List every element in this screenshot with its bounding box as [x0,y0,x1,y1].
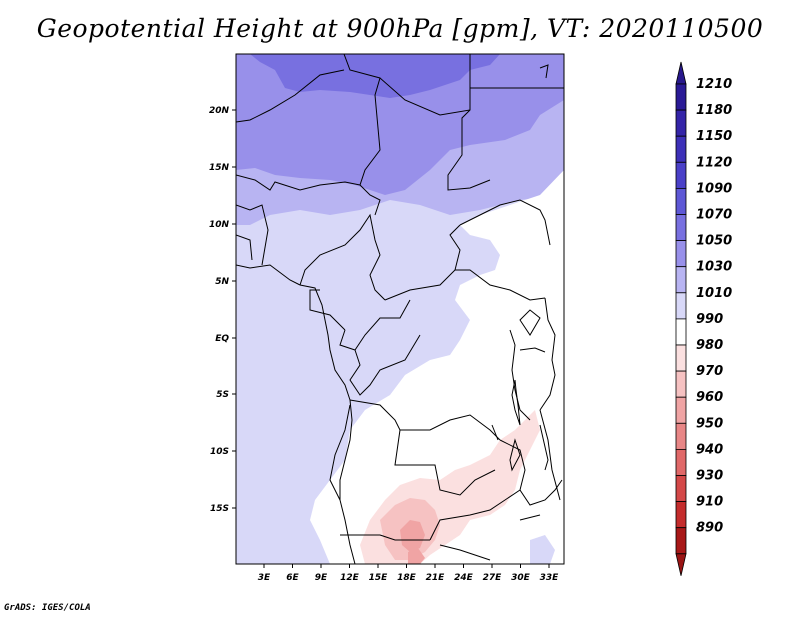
colorbar-swatch [675,501,687,529]
country-borders [236,54,564,564]
lat-label: 10N [209,220,230,230]
colorbar-swatch [675,187,687,215]
colorbar-label: 890 [696,521,723,536]
lon-label: 9E [315,573,328,583]
lat-label: 5N [215,277,229,287]
colorbar-label: 1210 [696,77,732,92]
credit-text: GrADS: IGES/COLA [4,603,91,613]
colorbar-swatch [675,422,687,450]
colorbar-label: 1010 [696,286,732,301]
colorbar-label: 1030 [696,260,732,275]
colorbar-label: 930 [696,469,723,484]
colorbar-label: 1050 [696,234,732,249]
lat-label: EQ [215,334,229,344]
lon-label: 18E [397,573,417,583]
colorbar-label: 1090 [696,181,732,196]
map-frame [235,53,565,565]
map-title: Geopotential Height at 900hPa [gpm], VT:… [36,14,764,43]
colorbar-swatch [675,161,687,189]
colorbar-top-arrow [675,61,687,85]
lon-label: 12E [340,573,360,583]
height-field [236,54,564,564]
colorbar-swatch [675,83,687,111]
colorbar-swatch [675,240,687,268]
colorbar-swatch [675,109,687,137]
colorbar-label: 950 [696,416,723,431]
field-band-1070 [250,54,500,98]
field-band-960 [400,520,425,552]
lon-label: 33E [540,573,560,583]
lon-label: 15E [369,573,389,583]
lat-label: 20N [209,106,230,116]
colorbar-swatch [675,527,687,555]
lon-label: 30E [511,573,531,583]
colorbar-swatch [675,370,687,398]
lon-label: 3E [258,573,271,583]
lon-label: 6E [286,573,299,583]
map-axes: 20N 15N 10N 5N EQ 5S 10S 15S 3E 6E 9E 12E 15E 18E 21E 2… [209,106,559,583]
lat-label: 5S [216,390,229,400]
lon-label: 27E [483,573,503,583]
colorbar-swatch [675,318,687,346]
colorbar-label: 940 [696,442,723,457]
colorbar-swatch [675,214,687,242]
colorbar-swatch [675,475,687,503]
colorbar-label: 1150 [696,129,732,144]
colorbar-label: 910 [696,495,723,510]
colorbar-label: 1180 [696,103,732,118]
field-band-960-b [408,548,425,564]
colorbar-label: 1120 [696,155,732,170]
lat-label: 15N [209,163,230,173]
colorbar-swatch [675,396,687,424]
colorbar-swatch [675,448,687,476]
lon-label: 24E [454,573,474,583]
colorbar-label: 1070 [696,208,732,223]
colorbar-swatch [675,344,687,372]
lat-label: 15S [210,504,229,514]
colorbar-swatch [675,292,687,320]
colorbar-swatch [675,266,687,294]
colorbar: 1210 1180 1150 1120 1090 1070 1050 1030 1010 990 9… [675,61,732,576]
field-patch-1010 [425,320,455,355]
colorbar-swatch [675,135,687,163]
colorbar-label: 990 [696,312,723,327]
colorbar-label: 970 [696,364,723,379]
colorbar-label: 980 [696,338,723,353]
field-patch-1010-b [530,535,555,564]
lat-label: 10S [210,447,229,457]
colorbar-label: 960 [696,390,723,405]
colorbar-bottom-arrow [675,553,687,576]
lon-label: 21E [426,573,446,583]
